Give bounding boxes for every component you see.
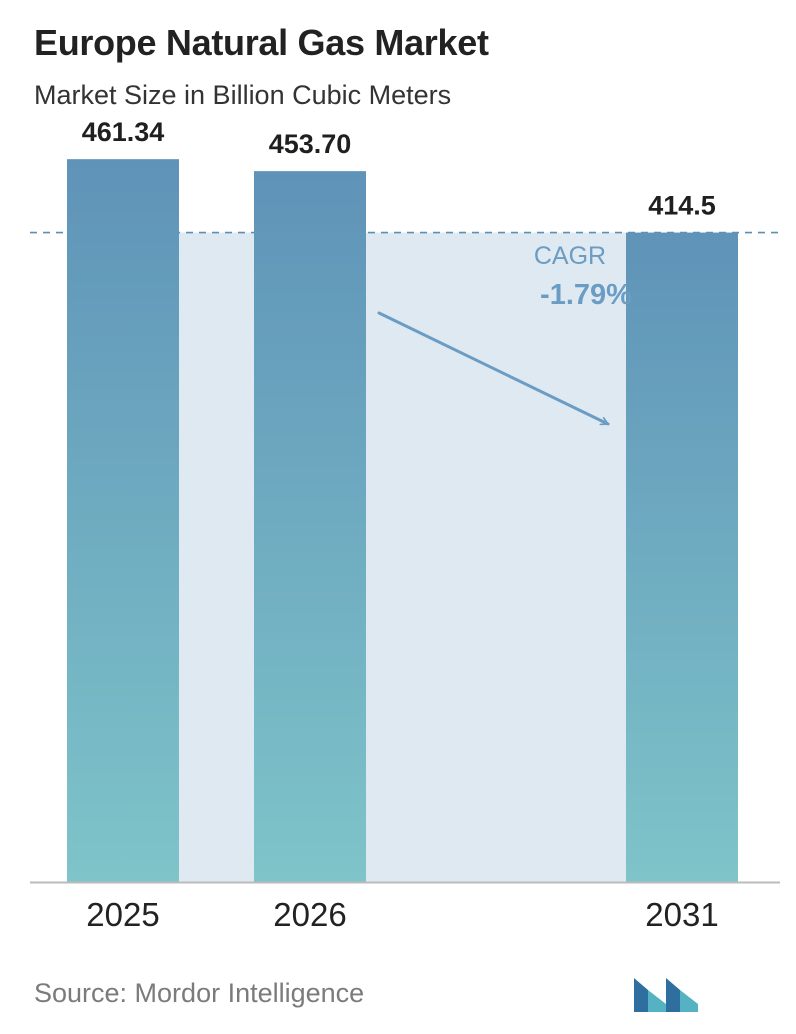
value-label-2026: 453.70 <box>269 129 352 159</box>
cagr-label: CAGR <box>534 242 606 270</box>
source-credit: Source: Mordor Intelligence <box>34 978 365 1008</box>
chart-title: Europe Natural Gas Market <box>34 22 489 63</box>
value-label-2031: 414.5 <box>648 191 716 221</box>
reference-band <box>179 232 626 882</box>
chart-subtitle: Market Size in Billion Cubic Meters <box>34 80 452 110</box>
bar-2025 <box>67 159 179 882</box>
cagr-arrow <box>377 311 610 426</box>
mordor-intelligence-logo-icon <box>634 978 698 1012</box>
category-label-2025: 2025 <box>86 896 159 933</box>
cagr-value: -1.79% <box>540 279 632 311</box>
category-label-2031: 2031 <box>645 896 718 933</box>
bar-chart: 461.34 2025 453.70 2026 414.5 2031 CAGR -1.79% <box>30 117 780 933</box>
category-label-2026: 2026 <box>273 896 346 933</box>
bar-2031 <box>626 232 738 882</box>
value-label-2025: 461.34 <box>82 117 165 147</box>
bar-2026 <box>254 171 366 883</box>
